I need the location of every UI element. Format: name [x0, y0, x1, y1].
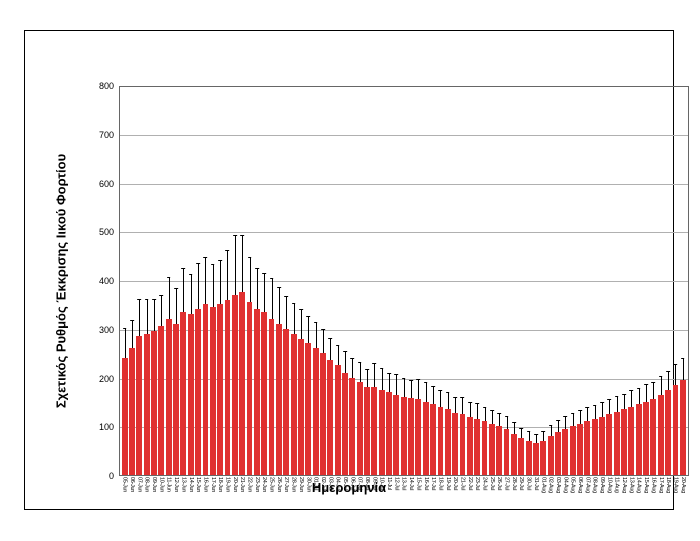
- y-axis-label: Σχετικός Ρυθμός Έκκρισης Ιικού Φορτίου: [54, 154, 69, 408]
- xtick-label: 20-Aug: [680, 477, 686, 493]
- ytick-label: 300: [99, 325, 119, 335]
- ytick-label: 400: [99, 276, 119, 286]
- ytick-label: 700: [99, 130, 119, 140]
- ytick-label: 500: [99, 227, 119, 237]
- chart-frame: Σχετικός Ρυθμός Έκκρισης Ιικού Φορτίου 0…: [24, 30, 674, 510]
- plot-area: 0100200300400500600700800 05-Jun06-Jun07…: [119, 86, 689, 476]
- x-axis-label: Ημερομηνία: [25, 480, 673, 495]
- ytick-label: 600: [99, 179, 119, 189]
- xtick-label: 19-Aug: [672, 477, 678, 493]
- ytick-label: 100: [99, 422, 119, 432]
- ytick-label: 800: [99, 81, 119, 91]
- ytick-label: 200: [99, 374, 119, 384]
- plot-border: [119, 86, 689, 476]
